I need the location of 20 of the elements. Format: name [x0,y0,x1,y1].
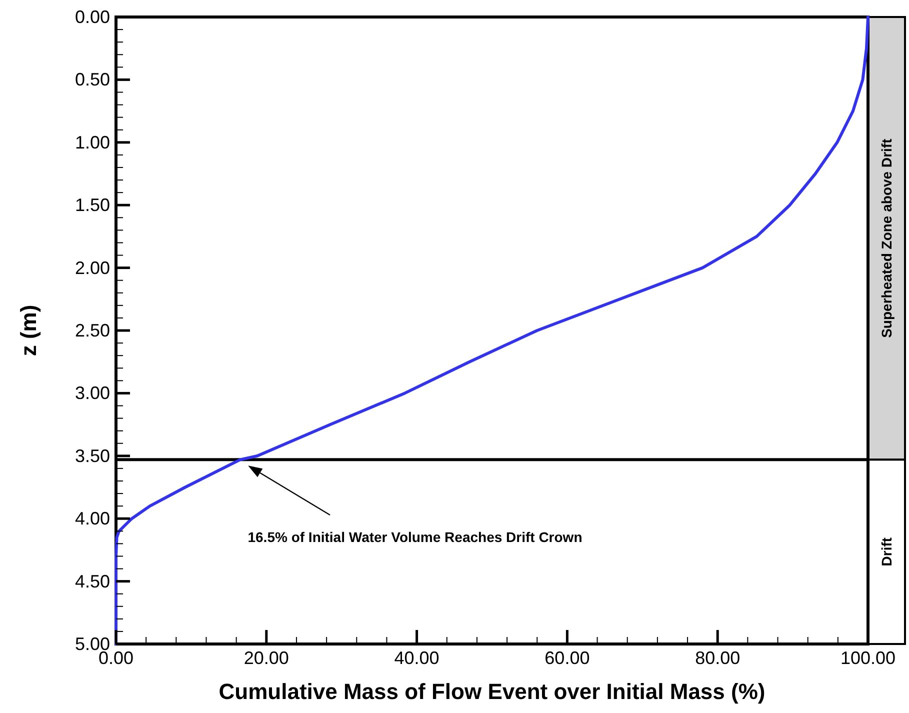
y-tick-label: 1.50 [74,195,110,216]
y-axis-title: z (m) [16,304,41,356]
y-tick-label: 1.00 [74,132,110,152]
y-tick-label: 3.50 [74,446,110,466]
annotation: 16.5% of Initial Water Volume Reaches Drift Crown [248,529,582,545]
y-tick-label: 0.00 [74,7,110,27]
x-tick-label: 80.00 [695,648,740,668]
y-tick-label: 0.50 [74,70,110,90]
text: Drift [878,537,894,566]
y-tick-label: 4.50 [74,571,110,592]
text: Superheated Zone above Drift [878,138,894,338]
x-tick-label: 20.00 [244,648,289,668]
x-axis-title: Cumulative Mass of Flow Event over Initial Mass (%) [218,679,766,704]
y-tick-label: 3.00 [74,383,110,404]
y-tick-label: 2.00 [74,258,110,278]
y-tick-label: 2.50 [74,320,110,340]
x-tick-label: 40.00 [394,648,440,668]
y-tick-label: 4.00 [74,508,110,529]
x-tick-label: 60.00 [544,648,590,668]
x-tick-label: 100.00 [840,648,896,668]
